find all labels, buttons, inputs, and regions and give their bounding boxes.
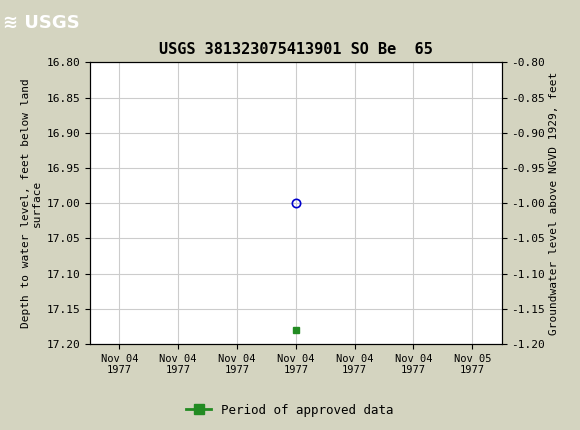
Title: USGS 381323075413901 SO Be  65: USGS 381323075413901 SO Be 65 bbox=[159, 42, 433, 57]
Legend: Period of approved data: Period of approved data bbox=[181, 399, 399, 421]
Y-axis label: Depth to water level, feet below land
surface: Depth to water level, feet below land su… bbox=[21, 78, 42, 328]
Y-axis label: Groundwater level above NGVD 1929, feet: Groundwater level above NGVD 1929, feet bbox=[549, 71, 559, 335]
Text: ≋ USGS: ≋ USGS bbox=[3, 14, 79, 31]
